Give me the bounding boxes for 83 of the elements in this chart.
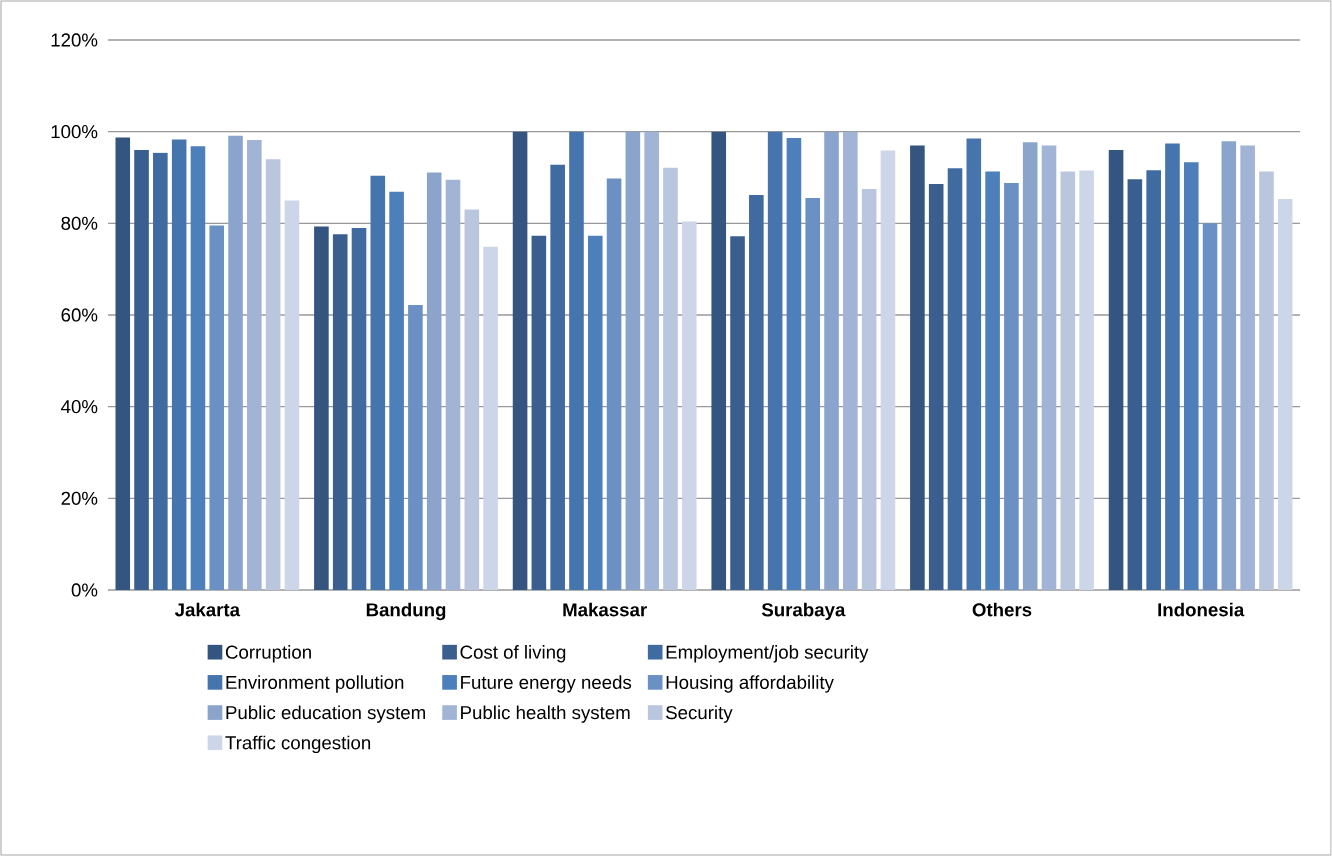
bar: [947, 168, 963, 590]
x-tick-label: Jakarta: [174, 602, 241, 617]
bar: [824, 131, 839, 590]
bar: [314, 226, 329, 590]
legend-label: Environment pollution: [226, 675, 404, 693]
bar: [1240, 145, 1255, 590]
bar: [464, 209, 480, 590]
bar: [1060, 171, 1076, 590]
x-tick-label: Surabaya: [761, 602, 846, 621]
bar: [1277, 199, 1293, 590]
legend-label: Employment/job security: [666, 645, 869, 663]
bar: [1259, 171, 1274, 590]
bar: [843, 131, 858, 590]
legend-label: Future energy needs: [461, 675, 632, 693]
bar: [587, 235, 603, 590]
bar: [209, 225, 225, 590]
bar: [1022, 142, 1038, 590]
x-tick-label: Makassar: [563, 602, 647, 617]
bar: [985, 171, 1000, 590]
bar: [531, 235, 547, 590]
x-tick-label: Indonesia: [1158, 602, 1245, 617]
y-tick-label: 40%: [61, 400, 98, 414]
bar: [749, 194, 764, 590]
bar: [805, 198, 821, 590]
bar: [1127, 179, 1143, 590]
y-tick-label: 120%: [51, 33, 98, 47]
bar: [1165, 143, 1180, 590]
bar: [190, 146, 206, 590]
bar: [569, 131, 584, 590]
legend-label: Corruption: [225, 645, 311, 663]
bar: [625, 131, 641, 590]
bar: [606, 178, 622, 590]
legend-label: Public education system: [226, 705, 425, 723]
bar: [910, 145, 925, 590]
legend-label: Housing affordability: [666, 675, 834, 693]
bar: [767, 131, 783, 590]
y-tick-label: 60%: [61, 308, 98, 322]
legend-label: Public health system: [461, 705, 630, 723]
bar: [880, 150, 896, 590]
y-tick-label: 80%: [61, 216, 98, 230]
bar: [550, 164, 565, 590]
bar: [426, 172, 442, 590]
bar: [153, 152, 168, 590]
x-tick-label: Bandung: [366, 602, 446, 621]
y-tick-label: 20%: [61, 491, 98, 505]
bar: [351, 227, 367, 590]
bar: [228, 135, 243, 590]
x-tick-label: Others: [972, 602, 1032, 617]
legend-label: Cost of living: [460, 645, 566, 663]
bar: [115, 137, 131, 590]
bar: [247, 139, 262, 590]
bar: [284, 200, 300, 590]
bar: [966, 138, 982, 590]
bar: [408, 304, 423, 590]
bar: [861, 188, 877, 590]
bar: [1202, 223, 1218, 590]
bar: [711, 131, 727, 590]
bar: [730, 236, 745, 590]
bar: [483, 246, 498, 590]
bar: [265, 159, 281, 590]
bar: [1108, 149, 1124, 590]
legend-label: Traffic congestion: [225, 735, 371, 754]
bar: [134, 149, 149, 590]
bar: [928, 183, 944, 590]
bar: [1146, 170, 1161, 590]
legend-label: Security: [666, 705, 733, 723]
bar: [663, 167, 678, 590]
bar: [389, 191, 404, 590]
bar: [1221, 141, 1237, 590]
bar: [1079, 170, 1094, 590]
bar: [1041, 145, 1057, 590]
bar: [786, 138, 802, 590]
bar: [512, 131, 528, 590]
bar: [1004, 182, 1019, 590]
y-tick-label: 0%: [71, 583, 98, 597]
bar: [445, 179, 461, 590]
bar: [681, 221, 697, 590]
y-tick-label: 100%: [51, 125, 98, 139]
bar: [644, 131, 659, 590]
bar: [1183, 162, 1199, 590]
bar: [332, 234, 348, 590]
bar: [370, 175, 386, 590]
bar: [171, 139, 187, 590]
